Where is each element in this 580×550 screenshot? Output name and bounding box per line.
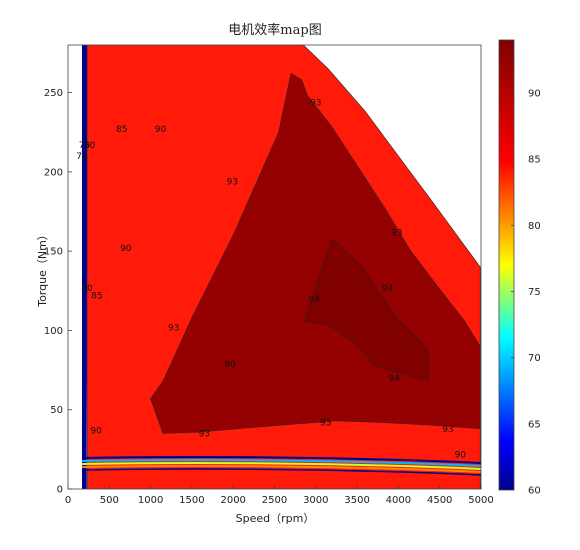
contour-label: 93 [320,419,331,429]
colorbar-tick-label: 85 [528,155,541,166]
contour-label: 90 [224,360,236,370]
x-tick-label: 1000 [138,495,163,506]
contour-label: 94 [382,284,394,294]
x-tick-label: 3000 [303,495,328,506]
colorbar-tick-label: 80 [528,221,541,232]
x-tick-label: 4000 [386,495,411,506]
y-tick-label: 200 [44,167,63,178]
contour-label: 85 [91,292,102,302]
low-torque-band-60 [81,456,481,464]
x-tick-label: 4500 [427,495,452,506]
contour-label: 80 [84,141,96,151]
colorbar-tick-label: 75 [528,287,541,298]
contour-label: 93 [227,178,238,188]
contour-labels: 9090909090858580807570939393939393939494… [76,98,466,460]
contour-label: 94 [308,295,320,305]
colorbar: 60 65 70 75 80 85 90 [498,39,541,497]
colorbar-tick-label: 60 [528,486,541,497]
y-tick-label: 250 [44,88,63,99]
contour-label: 93 [168,323,179,333]
low-torque-band-85 [81,465,481,473]
y-axis-label: Torque（Nm） [36,229,49,308]
contour-label: 94 [389,374,401,384]
y-axis: 0 50 100 150 200 250 [44,88,72,496]
contour-label: 93 [310,98,321,108]
x-axis: 0 500 1000 1500 2000 2500 3000 3500 4000 4500 5000 [65,485,494,506]
x-tick-label: 500 [100,495,119,506]
y-tick-label: 150 [44,247,63,258]
low-torque-band-60b [81,468,481,476]
colorbar-tick-label: 70 [528,353,541,364]
contour-label: 80 [81,284,93,294]
x-tick-label: 2000 [220,495,245,506]
low-torque-band-70 [81,459,481,467]
x-tick-label: 5000 [468,495,493,506]
contour-label: 90 [90,427,102,437]
contour-label: 85 [116,125,127,135]
region-level-94 [303,237,429,382]
contour-label: 75 [79,141,90,151]
x-tick-label: 2500 [262,495,287,506]
x-tick-label: 1500 [179,495,204,506]
chart-title: 电机效率map图 [228,22,321,38]
contour-label: 93 [442,425,453,435]
colorbar-gradient [498,39,515,491]
x-axis-label: Speed（rpm） [236,512,315,525]
contour-label: 93 [199,430,210,440]
x-tick-label: 3500 [344,495,369,506]
y-tick-label: 0 [57,485,63,496]
x-tick-label: 0 [65,495,71,506]
y-tick-label: 100 [44,326,63,337]
contour-label: 90 [120,244,132,254]
contour-label: 90 [455,450,467,460]
contour-label: 70 [76,152,88,162]
colorbar-tick-label: 90 [528,88,541,99]
plot-area [68,45,481,489]
low-torque-band-80 [81,462,481,470]
y-tick-label: 50 [50,405,63,416]
colorbar-tick-label: 65 [528,419,541,430]
contour-label: 93 [391,228,402,238]
contour-label: 90 [155,125,167,135]
